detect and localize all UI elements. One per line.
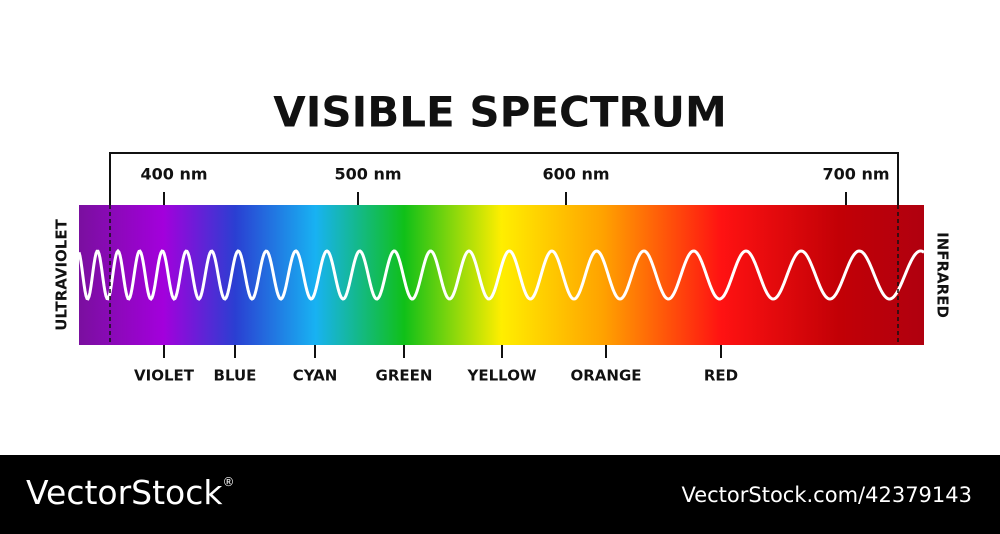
color-label: GREEN xyxy=(376,367,433,385)
footer-band xyxy=(0,455,1000,534)
color-label: ORANGE xyxy=(570,367,641,385)
wave xyxy=(77,248,925,302)
scale-label: 500 nm xyxy=(334,165,401,184)
color-label: BLUE xyxy=(214,367,257,385)
footer-brand: VectorStock® xyxy=(26,473,235,512)
scale-label: 400 nm xyxy=(140,165,207,184)
brand: VectorStock xyxy=(26,473,223,512)
title: VISIBLE SPECTRUM xyxy=(273,88,727,137)
color-label: YELLOW xyxy=(467,367,537,385)
scale-label: 700 nm xyxy=(822,165,889,184)
color-label: CYAN xyxy=(293,367,338,385)
bracket xyxy=(109,152,899,205)
left-label: ULTRAVIOLET xyxy=(53,218,71,330)
right-label: INFRARED xyxy=(934,232,952,318)
brand-mark: ® xyxy=(223,475,235,489)
footer-id: VectorStock.com/42379143 xyxy=(681,483,972,507)
spectrum-band xyxy=(79,205,924,345)
color-label: VIOLET xyxy=(134,367,195,385)
scale-label: 600 nm xyxy=(542,165,609,184)
color-label: RED xyxy=(704,367,738,385)
